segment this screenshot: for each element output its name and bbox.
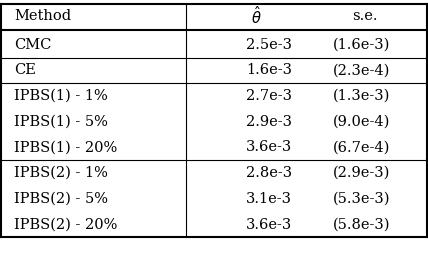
Text: 2.9e-3: 2.9e-3 xyxy=(246,115,292,129)
Text: 3.6e-3: 3.6e-3 xyxy=(246,218,292,232)
Text: 2.7e-3: 2.7e-3 xyxy=(246,89,292,103)
Text: IPBS(2) - 5%: IPBS(2) - 5% xyxy=(14,192,108,206)
Text: (6.7e-4): (6.7e-4) xyxy=(333,140,390,154)
Text: IPBS(1) - 5%: IPBS(1) - 5% xyxy=(14,115,108,129)
Text: (1.3e-3): (1.3e-3) xyxy=(333,89,390,103)
Text: IPBS(1) - 1%: IPBS(1) - 1% xyxy=(14,89,108,103)
Text: IPBS(1) - 20%: IPBS(1) - 20% xyxy=(14,140,117,154)
Text: Method: Method xyxy=(14,9,71,23)
Text: IPBS(2) - 20%: IPBS(2) - 20% xyxy=(14,218,118,232)
Text: CE: CE xyxy=(14,63,36,77)
Text: (2.9e-3): (2.9e-3) xyxy=(333,166,390,180)
Text: (9.0e-4): (9.0e-4) xyxy=(333,115,390,129)
Text: 2.5e-3: 2.5e-3 xyxy=(246,38,292,52)
Text: (2.3e-4): (2.3e-4) xyxy=(333,63,390,77)
Text: CMC: CMC xyxy=(14,38,51,52)
Text: (1.6e-3): (1.6e-3) xyxy=(333,38,390,52)
Text: 1.6e-3: 1.6e-3 xyxy=(246,63,292,77)
Text: $\hat{\theta}$: $\hat{\theta}$ xyxy=(251,5,262,27)
Text: (5.3e-3): (5.3e-3) xyxy=(333,192,391,206)
Text: 2.8e-3: 2.8e-3 xyxy=(246,166,292,180)
Text: (5.8e-3): (5.8e-3) xyxy=(333,218,391,232)
Text: 3.1e-3: 3.1e-3 xyxy=(246,192,292,206)
Text: 3.6e-3: 3.6e-3 xyxy=(246,140,292,154)
Text: s.e.: s.e. xyxy=(352,9,377,23)
Text: IPBS(2) - 1%: IPBS(2) - 1% xyxy=(14,166,108,180)
